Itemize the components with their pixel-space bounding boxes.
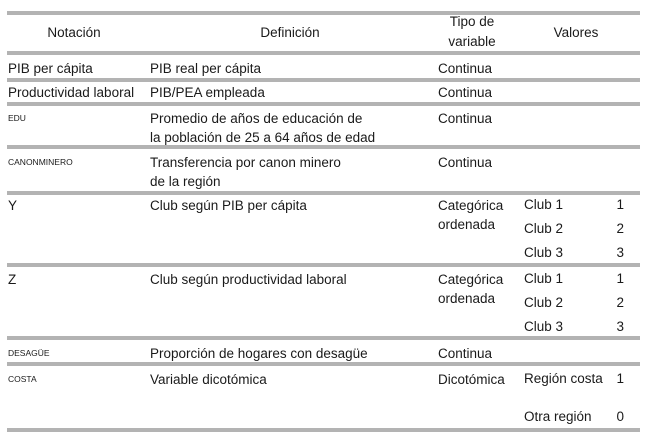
value-code: 3 xyxy=(616,319,624,334)
notation-cell: COSTA xyxy=(8,373,37,384)
row-rule xyxy=(7,263,640,267)
header-tipo: Tipo de variable xyxy=(432,12,512,52)
header-tipo-line1: Tipo de xyxy=(449,14,495,29)
value-code: 2 xyxy=(616,221,624,236)
type-cell: Categórica ordenada xyxy=(438,196,503,234)
row-rule xyxy=(7,362,640,366)
row-rule xyxy=(7,191,640,195)
definition-cell-line: Club según productividad laboral xyxy=(150,271,347,287)
definition-cell: Promedio de años de educación de la pobla… xyxy=(150,109,375,147)
type-cell: Continua xyxy=(438,344,492,363)
value-item: Región costa 1 xyxy=(524,367,624,391)
header-valores: Valores xyxy=(553,25,599,40)
value-label: Club 3 xyxy=(524,319,564,334)
value-code: 1 xyxy=(616,371,624,386)
notation-cell: Y xyxy=(8,197,18,213)
type-cell-line: Continua xyxy=(438,60,493,76)
definition-cell: Transferencia por canon minero de la regi… xyxy=(150,153,341,191)
notation-cell: Z xyxy=(8,271,17,287)
type-cell: Continua xyxy=(438,83,492,102)
value-code: 0 xyxy=(616,409,624,424)
value-label: Club 1 xyxy=(524,197,564,212)
type-cell-line: ordenada xyxy=(438,290,496,306)
top-rule xyxy=(7,11,640,15)
value-item: Club 2 2 xyxy=(524,291,624,315)
values-cell: Región costa 1 Otra región 0 xyxy=(524,367,624,429)
type-cell-line: Continua xyxy=(438,345,493,361)
value-label: Región costa xyxy=(524,371,603,386)
header-definicion: Definición xyxy=(260,25,320,40)
value-item: Club 1 1 xyxy=(524,267,624,291)
notation-cell: DESAGÜE xyxy=(8,347,50,358)
type-cell-line: Categórica xyxy=(438,197,504,213)
definition-cell: Club según productividad laboral xyxy=(150,270,347,289)
notation-cell: CANONMINERO xyxy=(8,156,73,167)
value-code: 1 xyxy=(616,197,624,212)
type-cell-line: ordenada xyxy=(438,216,496,232)
type-cell: Categórica ordenada xyxy=(438,270,503,308)
type-cell-line: Continua xyxy=(438,110,493,126)
definition-cell: PIB real per cápita xyxy=(150,59,261,78)
row-rule xyxy=(7,336,640,340)
header-rule xyxy=(7,51,640,55)
values-cell: Club 1 1 Club 2 2 Club 3 3 xyxy=(524,193,624,265)
value-label: Club 1 xyxy=(524,271,564,286)
definition-cell: Proporción de hogares con desagüe xyxy=(150,344,368,363)
value-item: Club 3 3 xyxy=(524,315,624,339)
definition-cell: PIB/PEA empleada xyxy=(150,83,265,102)
value-item: Club 1 1 xyxy=(524,193,624,217)
value-item: Otra región 0 xyxy=(524,405,624,429)
definition-cell-line: Variable dicotómica xyxy=(150,371,267,387)
definition-cell-line: PIB/PEA empleada xyxy=(150,84,265,100)
notation-cell: EDU xyxy=(8,112,26,123)
definition-cell-line: de la región xyxy=(150,173,221,189)
definition-cell: Club según PIB per cápita xyxy=(150,196,307,215)
value-code: 2 xyxy=(616,295,624,310)
row-rule xyxy=(7,428,640,432)
value-item: Club 2 2 xyxy=(524,217,624,241)
notation-cell: PIB per cápita xyxy=(8,60,93,76)
type-cell-line: Continua xyxy=(438,84,493,100)
value-label: Club 3 xyxy=(524,245,564,260)
value-code: 1 xyxy=(616,271,624,286)
type-cell: Continua xyxy=(438,153,492,172)
notation-cell: Productividad laboral xyxy=(8,84,135,100)
definition-cell: Variable dicotómica xyxy=(150,370,267,389)
header-notacion: Notación xyxy=(47,25,101,40)
type-cell: Continua xyxy=(438,109,492,128)
row-rule xyxy=(7,102,640,106)
type-cell-line: Continua xyxy=(438,154,493,170)
value-label: Club 2 xyxy=(524,295,564,310)
type-cell-line: Categórica xyxy=(438,271,504,287)
definition-cell-line: Promedio de años de educación de xyxy=(150,110,363,126)
type-cell: Dicotómica xyxy=(438,370,505,389)
definition-cell-line: Club según PIB per cápita xyxy=(150,197,307,213)
definition-cell-line: Transferencia por canon minero xyxy=(150,154,341,170)
definition-cell-line: Proporción de hogares con desagüe xyxy=(150,345,368,361)
type-cell: Continua xyxy=(438,59,492,78)
value-label: Otra región xyxy=(524,409,592,424)
values-cell: Club 1 1 Club 2 2 Club 3 3 xyxy=(524,267,624,339)
row-rule xyxy=(7,78,640,82)
row-rule xyxy=(7,145,640,149)
header-tipo-line2: variable xyxy=(448,34,496,49)
type-cell-line: Dicotómica xyxy=(438,371,505,387)
value-label: Club 2 xyxy=(524,221,564,236)
value-item: Club 3 3 xyxy=(524,241,624,265)
definition-cell-line: la población de 25 a 64 años de edad xyxy=(150,129,376,145)
definition-cell-line: PIB real per cápita xyxy=(150,60,262,76)
value-code: 3 xyxy=(616,245,624,260)
